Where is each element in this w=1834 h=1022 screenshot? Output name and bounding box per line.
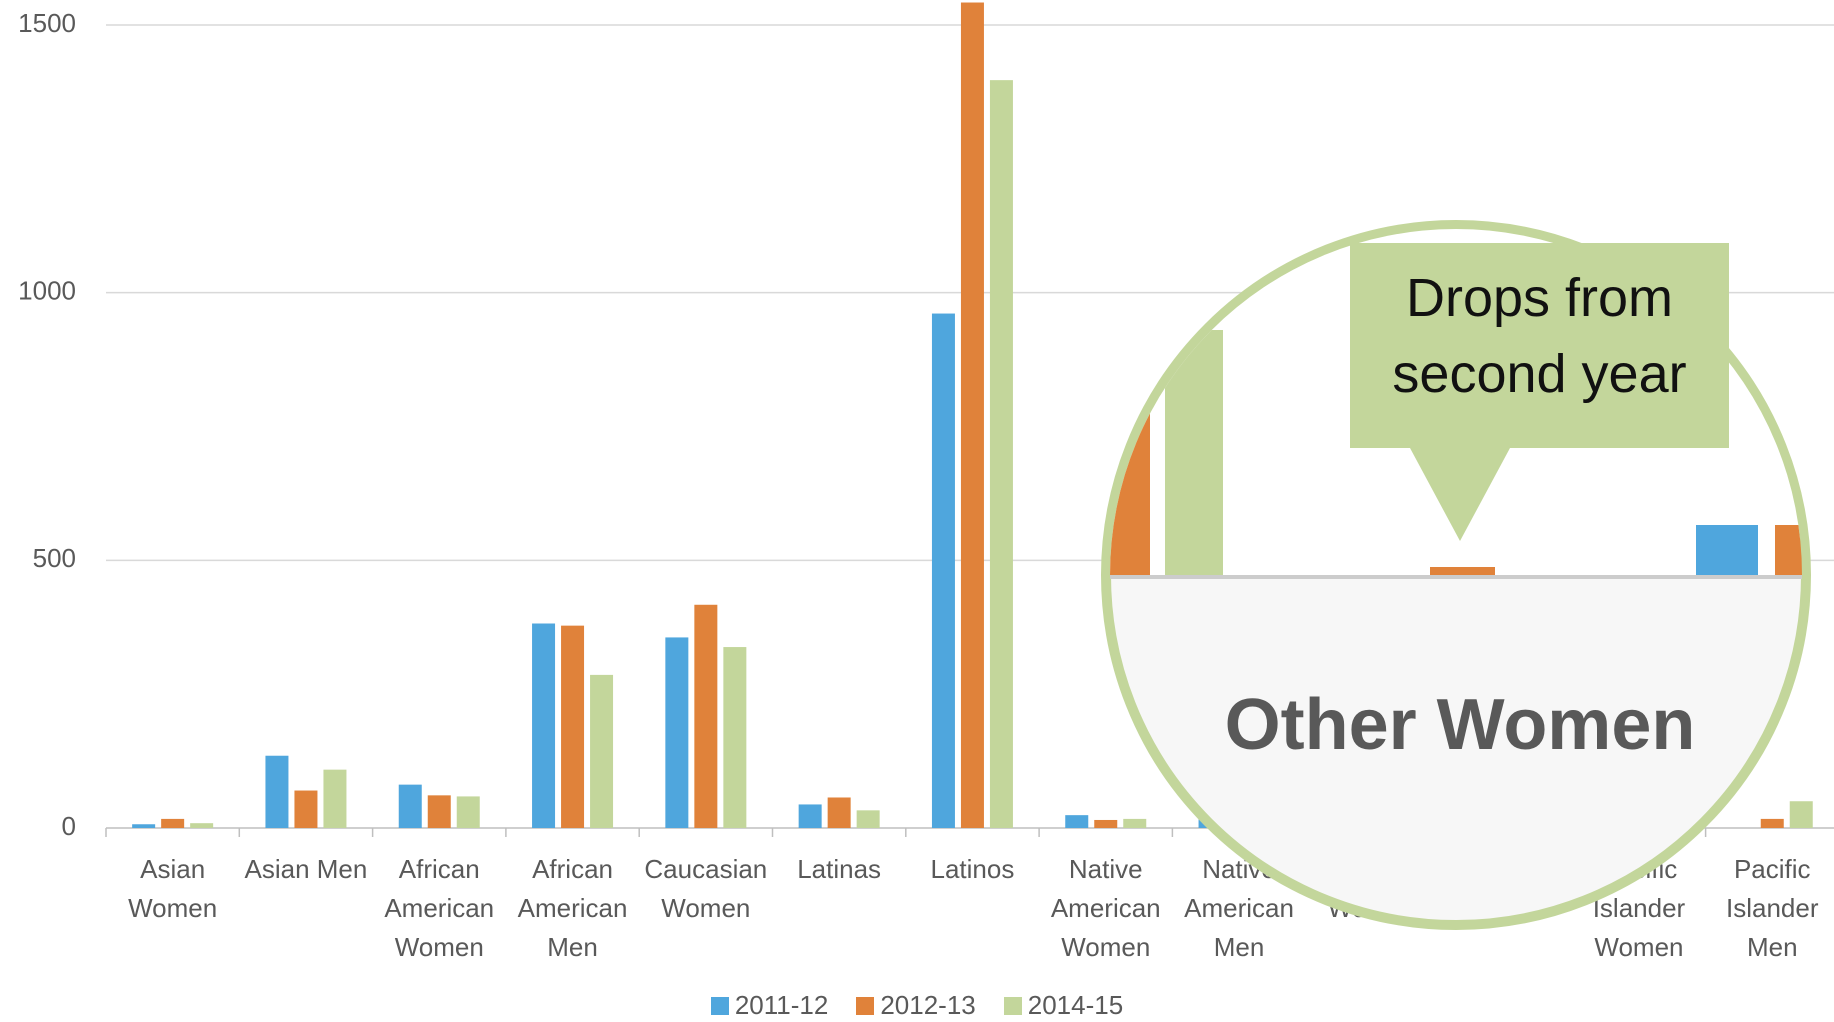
bar [1760,818,1784,828]
bar [931,313,955,828]
bar [398,784,422,828]
x-tick-label: Pacific Islander Men [1725,854,1819,962]
y-tick-label: 1500 [18,8,76,38]
bar [456,796,480,828]
callout-text-box: Drops from second year [1392,268,1687,404]
legend-item: 2012-13 [856,990,976,1020]
bar [265,755,289,828]
lens-bar [1775,525,1802,575]
callout-text: Drops from second year [1392,268,1687,404]
bar [1123,818,1147,828]
bar [1065,815,1089,828]
lens-bar [1430,567,1495,575]
x-tick-label: Native American Women [1050,854,1161,962]
x-tick-label: Latinos [930,854,1015,884]
bar [190,823,214,828]
bar [590,674,614,828]
bar [294,790,318,828]
bar [532,623,556,828]
legend-item: 2014-15 [1003,990,1124,1020]
bar [132,824,156,828]
y-tick-label: 500 [33,543,76,573]
x-tick-label: African American Men [517,854,628,962]
y-tick-label: 1000 [18,276,76,306]
x-tick-label: Asian Men [244,854,368,884]
callout-pointer [1410,448,1510,541]
legend-swatch [710,997,729,1015]
legend-label: 2014-15 [1027,990,1124,1020]
bar [989,80,1013,828]
callout [1350,243,1729,448]
bar [694,604,718,828]
legend-swatch [1003,997,1022,1015]
bar [427,795,451,828]
bar [1094,819,1118,828]
legend: 2011-12 2012-13 2014-15 [0,990,1834,1021]
bar [161,818,185,828]
x-tick-label: Asian Women [128,854,218,923]
lens-bar [1696,525,1758,575]
x-tick-label: Latinas [797,854,882,884]
legend-label: 2012-13 [880,990,976,1020]
legend-label: 2011-12 [734,990,829,1020]
bar [798,804,822,828]
lens-label: Other Women [1225,685,1696,765]
legend-item: 2011-12 [710,990,829,1020]
x-tick-label: African American Women [384,854,495,962]
bar [323,769,347,828]
bar [723,647,747,828]
x-tick-label: Pacific Islander Women [1592,854,1686,962]
legend-swatch [856,997,875,1015]
bar [827,797,851,828]
x-tick-label: Caucasian Women [644,854,768,923]
bar [1789,801,1813,828]
bar [561,625,585,828]
y-tick-label: 0 [62,811,76,841]
bar [856,810,880,828]
bar [665,637,689,828]
bar [960,2,984,829]
